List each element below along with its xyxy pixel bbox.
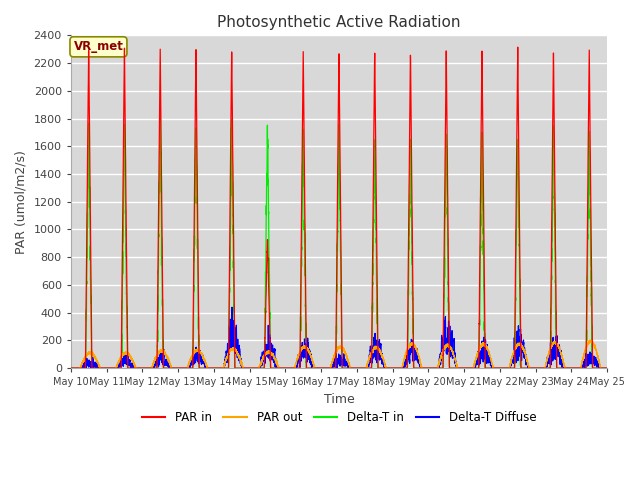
PAR in (574, 365, 582, 371)
Line: Delta-T Diffuse: Delta-T Diffuse (71, 307, 607, 368)
Delta-T Diffuse (474, 354, 482, 360)
Delta-T Diffuse (574, 365, 582, 371)
PAR in (321, 365, 328, 371)
PAR in (604, 365, 611, 371)
Text: VR_met: VR_met (74, 40, 124, 53)
PAR in (249, 365, 257, 371)
Line: PAR in: PAR in (71, 47, 607, 368)
Delta-T in (459, 365, 467, 371)
Delta-T in (604, 365, 611, 371)
Delta-T in (156, 112, 164, 118)
Line: PAR out: PAR out (71, 340, 607, 368)
PAR out (574, 365, 582, 371)
Title: Photosynthetic Active Radiation: Photosynthetic Active Radiation (217, 15, 461, 30)
PAR out (474, 351, 482, 357)
PAR in (474, 365, 482, 371)
Delta-T in (580, 365, 588, 371)
PAR out (459, 365, 467, 371)
Delta-T in (249, 365, 257, 371)
Delta-T Diffuse (459, 365, 467, 371)
Delta-T Diffuse (249, 365, 257, 371)
Line: Delta-T in: Delta-T in (71, 115, 607, 368)
PAR in (580, 365, 588, 371)
Delta-T Diffuse (67, 365, 75, 371)
Delta-T Diffuse (580, 362, 588, 368)
Delta-T in (474, 365, 482, 371)
PAR out (604, 365, 611, 371)
Y-axis label: PAR (umol/m2/s): PAR (umol/m2/s) (15, 150, 28, 254)
Delta-T Diffuse (604, 365, 611, 371)
Delta-T in (321, 365, 328, 371)
PAR in (67, 365, 75, 371)
PAR out (249, 365, 257, 371)
Delta-T Diffuse (321, 365, 328, 371)
PAR out (580, 350, 588, 356)
Legend: PAR in, PAR out, Delta-T in, Delta-T Diffuse: PAR in, PAR out, Delta-T in, Delta-T Dif… (137, 407, 541, 429)
PAR out (586, 337, 594, 343)
Delta-T in (574, 365, 582, 371)
X-axis label: Time: Time (324, 393, 355, 406)
PAR in (514, 44, 522, 50)
Delta-T Diffuse (228, 304, 236, 310)
PAR in (459, 365, 467, 371)
PAR out (321, 365, 328, 371)
PAR out (67, 365, 75, 371)
Delta-T in (67, 365, 75, 371)
